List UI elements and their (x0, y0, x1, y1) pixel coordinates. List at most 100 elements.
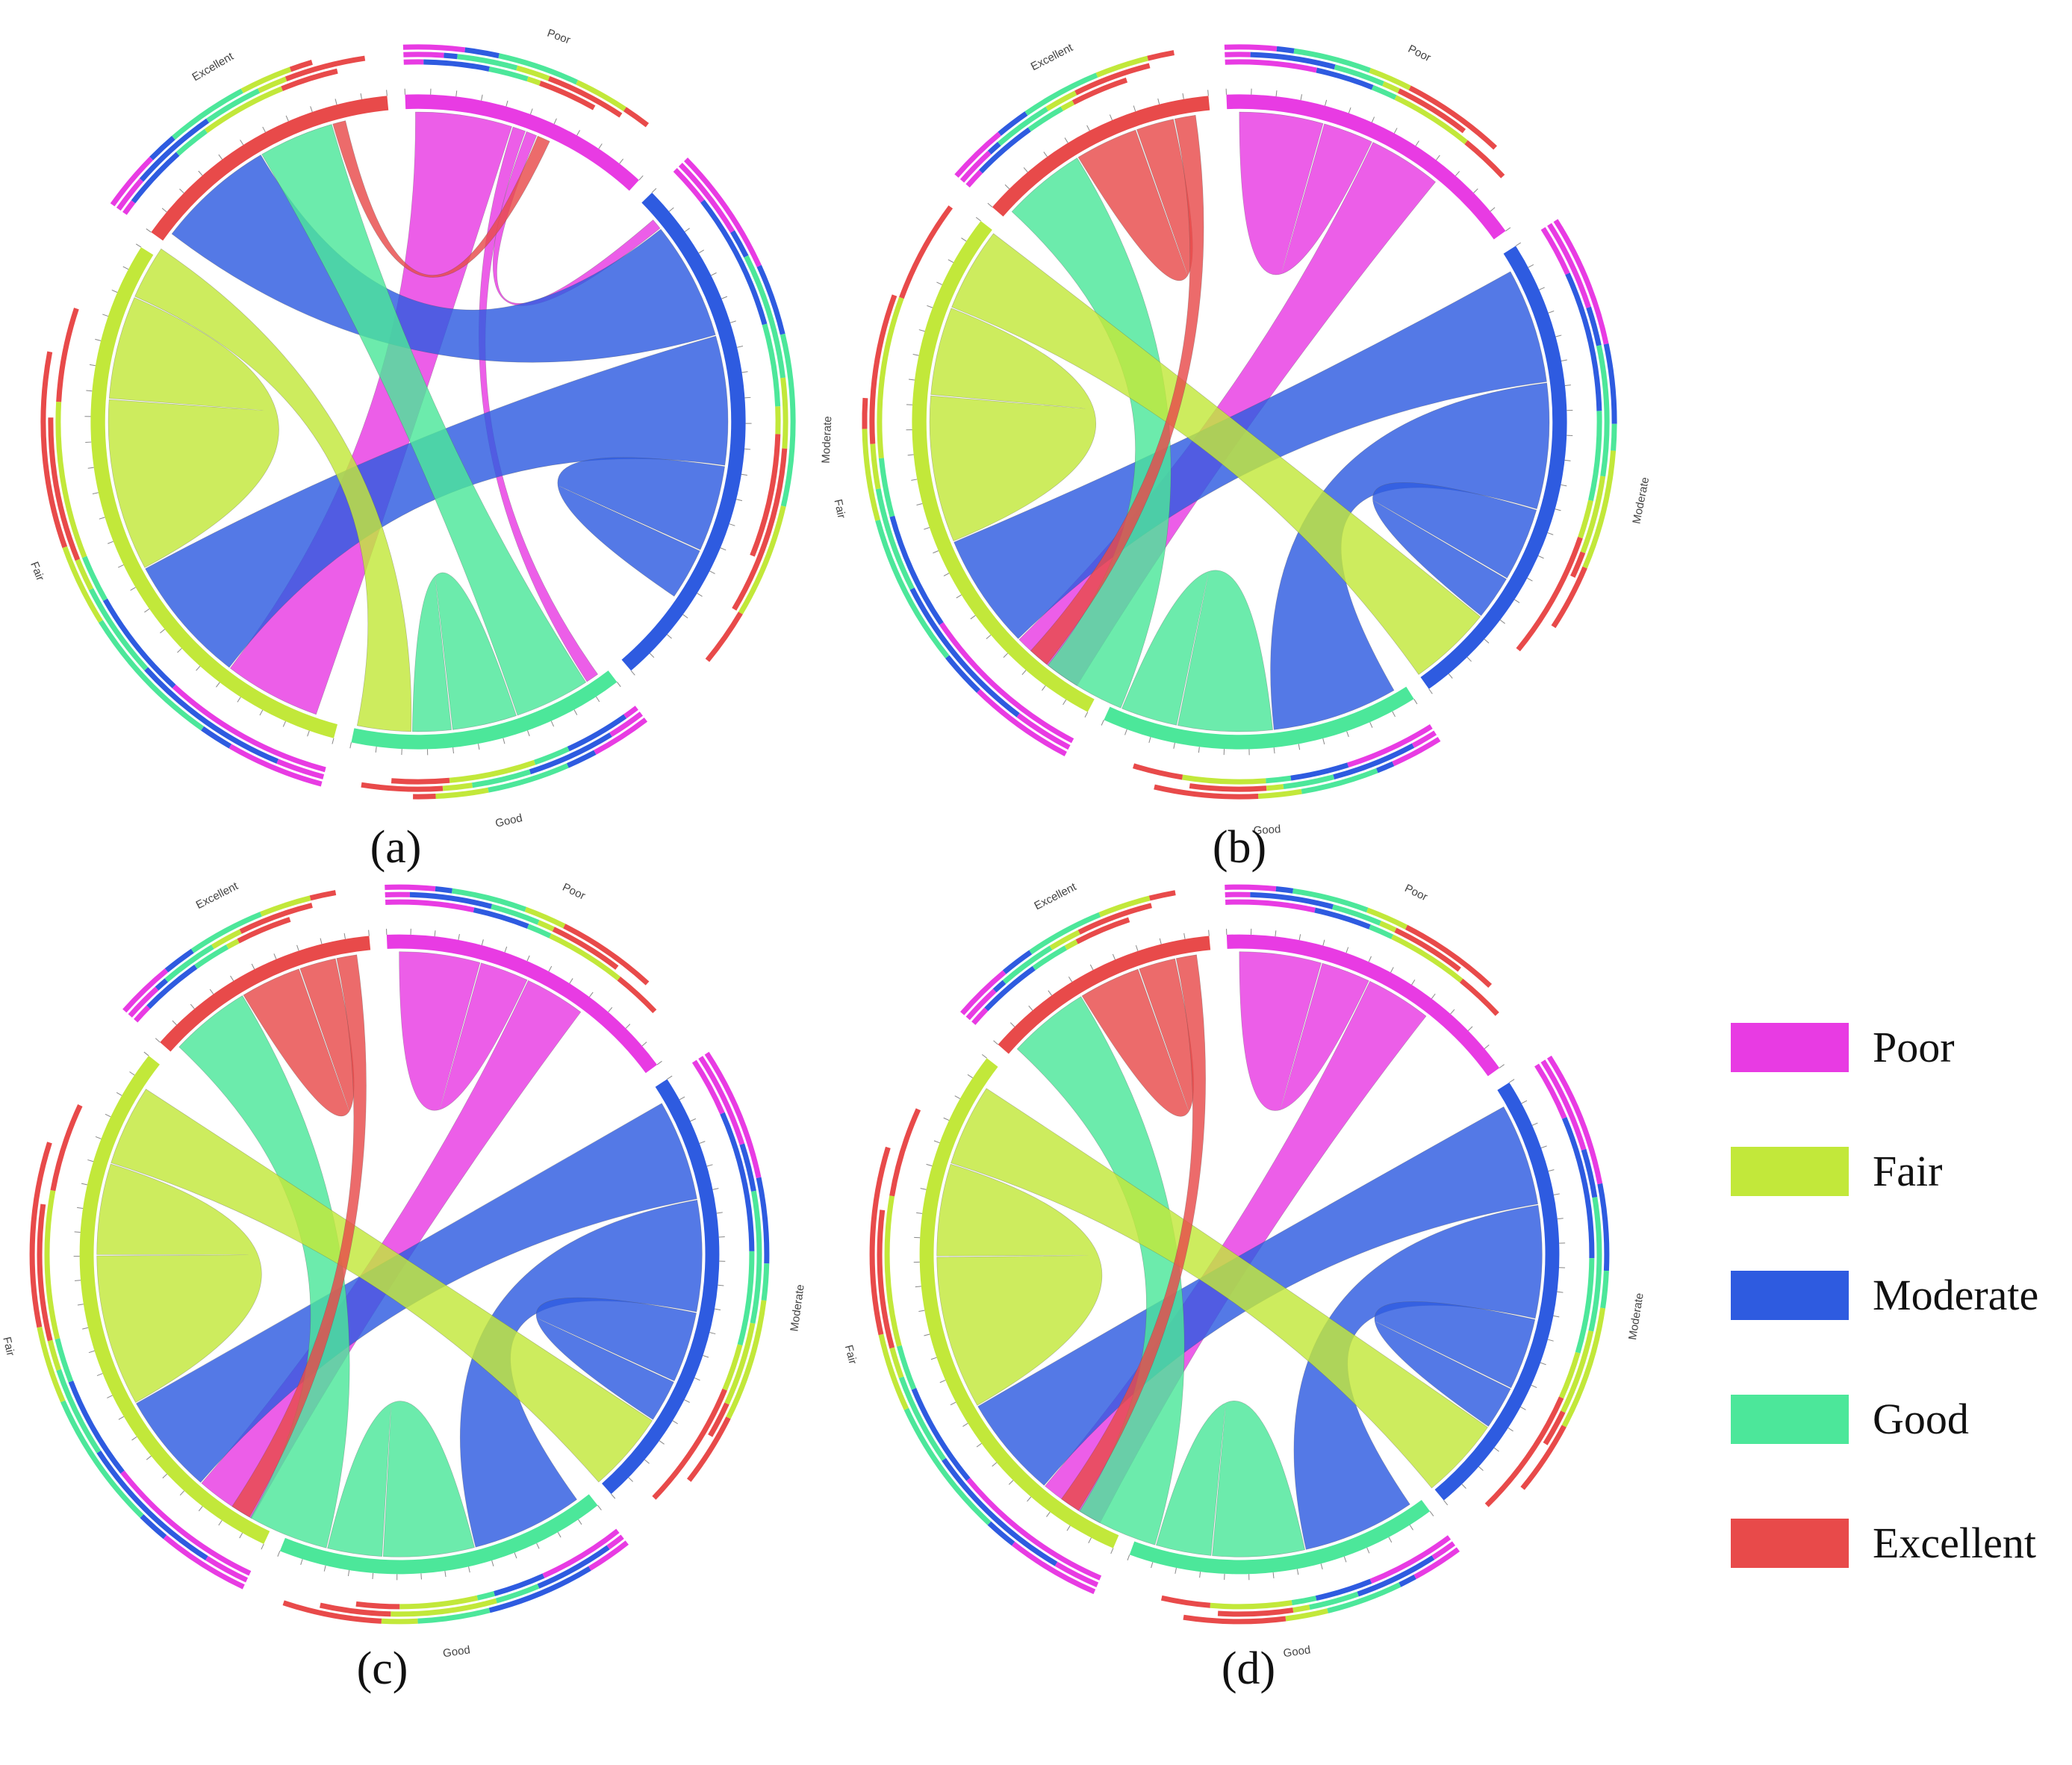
segment-tick (1508, 1428, 1513, 1432)
composition-bar (684, 158, 762, 267)
composition-bar (732, 448, 788, 611)
composition-bar (204, 86, 284, 134)
composition-bar (1024, 72, 1098, 116)
segment-tick (703, 1355, 709, 1358)
chord-excellent-to-excellent (1081, 958, 1194, 1117)
segment-tick (598, 143, 603, 149)
segment-tick (729, 320, 736, 323)
chord-segments: Poor Moderate Good Fair Excellent (831, 41, 1652, 838)
segment-tick (1272, 1572, 1275, 1579)
composition-bar (211, 929, 242, 950)
composition-bar (1224, 44, 1278, 52)
composition-bar (1375, 761, 1395, 773)
composition-bar (1314, 907, 1371, 930)
chord-fair-to-moderate (951, 233, 1481, 675)
composition-bar (686, 1416, 731, 1482)
composition-bar (1581, 1148, 1598, 1198)
segment-tick (99, 517, 105, 520)
segment-tick (1004, 184, 1010, 190)
composition-bar (1534, 1063, 1567, 1119)
composition-bar (1553, 219, 1609, 345)
composition-bar (1392, 736, 1441, 767)
segment-tick (1208, 930, 1210, 936)
legend-label-moderate: Moderate (1873, 1271, 2038, 1319)
segment-tick (95, 338, 102, 341)
composition-bar (1484, 1396, 1564, 1507)
composition-bar (1600, 1270, 1609, 1309)
composition-bar (875, 519, 950, 659)
segment-tick (1436, 155, 1440, 161)
segment-tick (1493, 1447, 1499, 1452)
segment-tick (332, 738, 335, 744)
composition-bar (1276, 46, 1295, 54)
segment-tick (273, 953, 277, 959)
segment-tick (146, 228, 152, 233)
segment-tick (130, 587, 136, 591)
composition-bar (542, 1528, 620, 1578)
segment-tick (628, 1477, 633, 1482)
segment-tick (936, 281, 942, 285)
segment-tick (1390, 967, 1394, 973)
segment-tick (1183, 933, 1186, 939)
segment-tick (81, 1183, 87, 1186)
composition-bar (449, 759, 536, 783)
segment-tick (918, 329, 925, 332)
composition-bar (55, 1338, 74, 1383)
composition-bar (423, 59, 490, 72)
segment-tick (335, 99, 337, 105)
composition-bar (1154, 784, 1259, 800)
composition-bar (139, 118, 210, 182)
composition-bar (55, 401, 87, 558)
composition-bar (984, 965, 1036, 1012)
segment-tick (1066, 1525, 1071, 1531)
composition-bar (700, 199, 768, 326)
composition-bar (102, 598, 176, 688)
segment-tick (218, 1520, 223, 1526)
segment-tick (1499, 1064, 1505, 1068)
segment-tick (729, 523, 735, 526)
composition-bar (971, 1007, 989, 1025)
segment-tick (943, 1117, 950, 1121)
composition-bar (1147, 50, 1175, 61)
composition-bar (1565, 273, 1602, 411)
segment-label-good: Good (442, 1643, 471, 1660)
segment-tick (1561, 484, 1567, 487)
segment-tick (924, 1333, 930, 1336)
composition-bar (870, 443, 881, 490)
chord-fair-to-fair (108, 297, 279, 568)
segment-tick (1127, 1554, 1130, 1560)
segment-tick (1275, 90, 1278, 97)
composition-bar (942, 1457, 1058, 1566)
segment-tick (718, 1284, 724, 1286)
segment-tick (1101, 720, 1104, 726)
segment-tick (975, 217, 981, 222)
composition-bar (1369, 68, 1411, 90)
composition-bar (678, 163, 735, 234)
composition-bar (1095, 55, 1149, 78)
composition-bar (756, 1177, 770, 1264)
segment-tick (218, 154, 223, 160)
segment-tick (1478, 1466, 1484, 1472)
segment-label-good: Good (1283, 1643, 1312, 1660)
segment-tick (1467, 1026, 1473, 1031)
segment-tick (943, 573, 950, 576)
composition-bar (1551, 566, 1587, 629)
segment-tick (155, 1038, 161, 1043)
segment-tick (87, 467, 94, 469)
composition-bar (1002, 945, 1053, 984)
segment-tick (1009, 1022, 1015, 1027)
segment-tick (715, 1308, 721, 1310)
segment-tick (1484, 1045, 1490, 1050)
segment-label-excellent: Excellent (194, 880, 241, 912)
segment-tick (1555, 508, 1561, 511)
segment-tick (1366, 1547, 1370, 1554)
segment-tick (698, 249, 704, 254)
composition-bar (1293, 48, 1371, 73)
composition-bar (720, 1112, 755, 1251)
composition-bar (869, 1146, 891, 1336)
composition-bar (992, 980, 1007, 993)
segment-tick (190, 1003, 195, 1009)
chord-excellent-to-poor (332, 120, 550, 278)
chord-segments: Poor Moderate Good Fair Excellent (28, 27, 834, 830)
composition-bar (567, 714, 627, 752)
